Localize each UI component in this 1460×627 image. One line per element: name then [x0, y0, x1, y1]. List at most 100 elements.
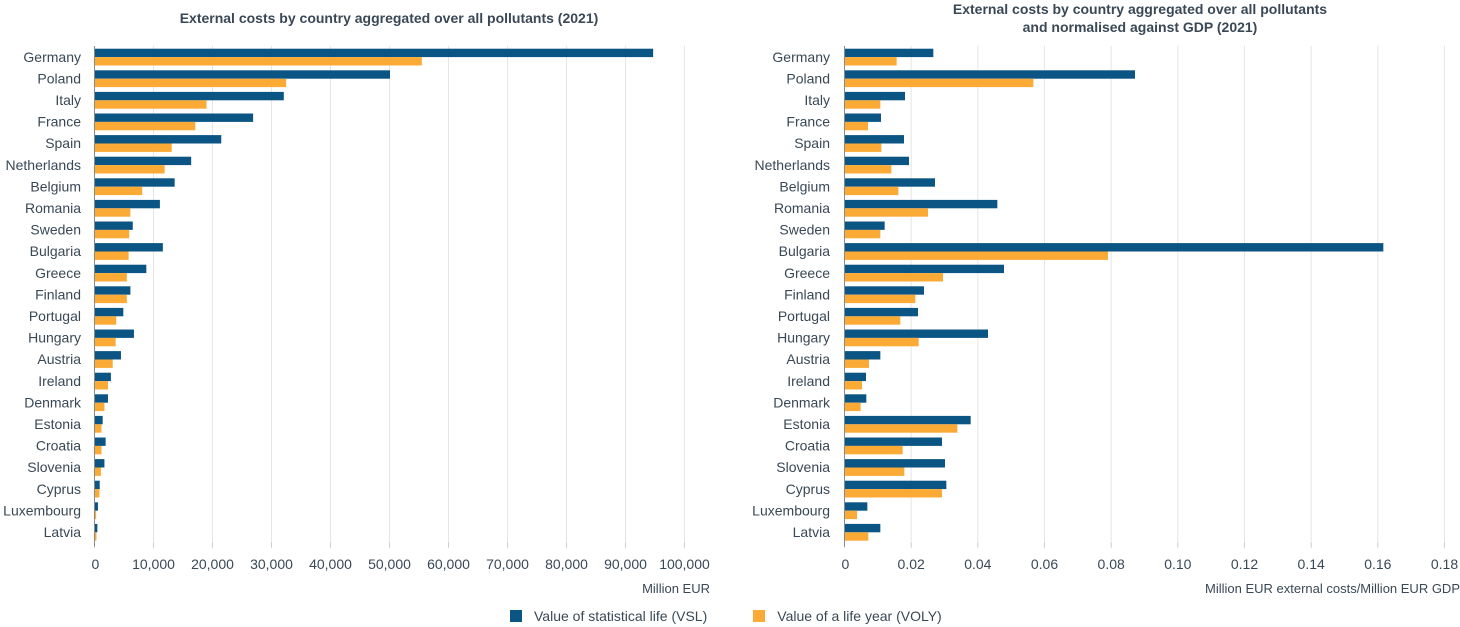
- left-bar-vsl: [95, 48, 654, 58]
- right-category-label: Belgium: [779, 178, 830, 194]
- right-bar-voly: [845, 337, 919, 347]
- right-category-label: Croatia: [785, 438, 830, 454]
- left-bar-voly: [95, 100, 207, 109]
- left-bar-voly: [95, 445, 102, 455]
- right-bar-vsl: [845, 351, 881, 360]
- right-x-axis-label: Million EUR external costs/Million EUR G…: [1205, 581, 1460, 596]
- left-bar-voly: [95, 294, 127, 304]
- right-bar-voly: [845, 208, 928, 217]
- right-bar-voly: [845, 57, 897, 66]
- right-bar-vsl: [845, 264, 1004, 274]
- left-bar-voly: [95, 402, 105, 412]
- right-bar-vsl: [845, 135, 904, 144]
- right-category-label: Italy: [804, 92, 830, 108]
- left-bar-vsl: [95, 415, 103, 425]
- right-category-label: Greece: [784, 265, 830, 281]
- left-chart-title: External costs by country aggregated ove…: [179, 10, 599, 26]
- left-bar-vsl: [95, 480, 100, 490]
- right-bar-vsl: [845, 286, 924, 295]
- left-x-tick-label: 10,000: [132, 556, 175, 572]
- legend-item-voly[interactable]: Value of a life year (VOLY): [753, 608, 942, 624]
- left-bar-voly: [95, 489, 100, 498]
- left-x-tick-label: 70,000: [486, 556, 529, 572]
- right-category-label: Austria: [786, 351, 830, 367]
- left-category-label: Austria: [37, 351, 81, 367]
- left-category-label: Denmark: [24, 394, 82, 410]
- right-bar-vsl: [845, 91, 905, 101]
- left-bar-voly: [95, 532, 97, 541]
- right-x-tick-label: 0.02: [898, 556, 925, 572]
- right-bar-vsl: [845, 178, 935, 187]
- right-category-label: Slovenia: [776, 459, 830, 475]
- right-bar-vsl: [845, 437, 942, 446]
- legend-item-vsl[interactable]: Value of statistical life (VSL): [510, 608, 707, 624]
- legend-label-vsl: Value of statistical life (VSL): [534, 608, 708, 624]
- left-category-label: Belgium: [30, 178, 81, 194]
- right-bar-voly: [845, 121, 868, 131]
- left-category-label: France: [37, 114, 81, 130]
- right-bar-voly: [845, 467, 905, 476]
- right-bar-vsl: [845, 307, 918, 317]
- left-bar-voly: [95, 337, 116, 347]
- right-bar-voly: [845, 510, 857, 520]
- right-bar-vsl: [845, 199, 998, 209]
- left-bar-vsl: [95, 91, 284, 101]
- left-bar-voly: [95, 121, 196, 131]
- left-x-tick-label: 80,000: [545, 556, 588, 572]
- left-bar-voly: [95, 273, 127, 282]
- left-bar-vsl: [95, 264, 147, 274]
- right-bar-vsl: [845, 415, 971, 425]
- left-category-label: Estonia: [34, 416, 81, 432]
- left-x-axis-label: Million EUR: [642, 581, 710, 596]
- left-bar-voly: [95, 143, 172, 152]
- left-bar-vsl: [95, 372, 111, 382]
- right-category-label: Luxembourg: [752, 502, 830, 518]
- left-bar-vsl: [95, 286, 131, 295]
- right-bar-vsl: [845, 394, 867, 403]
- left-bar-voly: [95, 186, 143, 196]
- right-category-label: Germany: [772, 49, 830, 65]
- left-bar-voly: [95, 381, 108, 390]
- left-x-tick-label: 60,000: [427, 556, 470, 572]
- legend-label-voly: Value of a life year (VOLY): [777, 608, 942, 624]
- left-category-label: Poland: [37, 70, 81, 86]
- right-x-tick-label: 0.06: [1031, 556, 1058, 572]
- right-bar-voly: [845, 78, 1034, 88]
- right-bar-vsl: [845, 480, 947, 490]
- right-bar-voly: [845, 402, 861, 412]
- right-category-label: Romania: [774, 200, 830, 216]
- right-category-label: Netherlands: [755, 157, 831, 173]
- right-x-tick-label: 0.12: [1231, 556, 1258, 572]
- left-bar-vsl: [95, 221, 133, 230]
- legend: Value of statistical life (VSL) Value of…: [510, 608, 988, 624]
- right-bar-voly: [845, 316, 901, 325]
- right-x-tick-label: 0.10: [1164, 556, 1191, 572]
- left-bar-voly: [95, 57, 422, 66]
- left-x-tick-label: 0: [92, 556, 100, 572]
- left-bar-vsl: [95, 135, 222, 144]
- left-bar-vsl: [95, 156, 192, 166]
- right-bar-vsl: [845, 523, 881, 533]
- right-bar-voly: [845, 294, 916, 304]
- right-bar-voly: [845, 229, 881, 239]
- left-bar-vsl: [95, 329, 134, 338]
- right-bar-vsl: [845, 221, 885, 230]
- left-category-label: Germany: [23, 49, 81, 65]
- left-bar-vsl: [95, 243, 163, 252]
- right-bar-vsl: [845, 70, 1135, 79]
- left-x-tick-label: 40,000: [309, 556, 352, 572]
- right-x-tick-label: 0.04: [964, 556, 991, 572]
- right-bar-vsl: [845, 459, 945, 468]
- left-bar-voly: [95, 424, 102, 433]
- left-category-label: Latvia: [44, 524, 82, 540]
- left-bar-vsl: [95, 459, 105, 468]
- left-category-label: Finland: [35, 286, 81, 302]
- left-category-label: Luxembourg: [3, 502, 81, 518]
- right-bar-voly: [845, 424, 958, 433]
- left-bar-voly: [95, 78, 287, 88]
- left-category-label: Ireland: [38, 373, 81, 389]
- right-bar-voly: [845, 381, 862, 390]
- left-x-tick-label: 30,000: [250, 556, 293, 572]
- right-category-label: Latvia: [793, 524, 831, 540]
- right-bar-voly: [845, 532, 869, 541]
